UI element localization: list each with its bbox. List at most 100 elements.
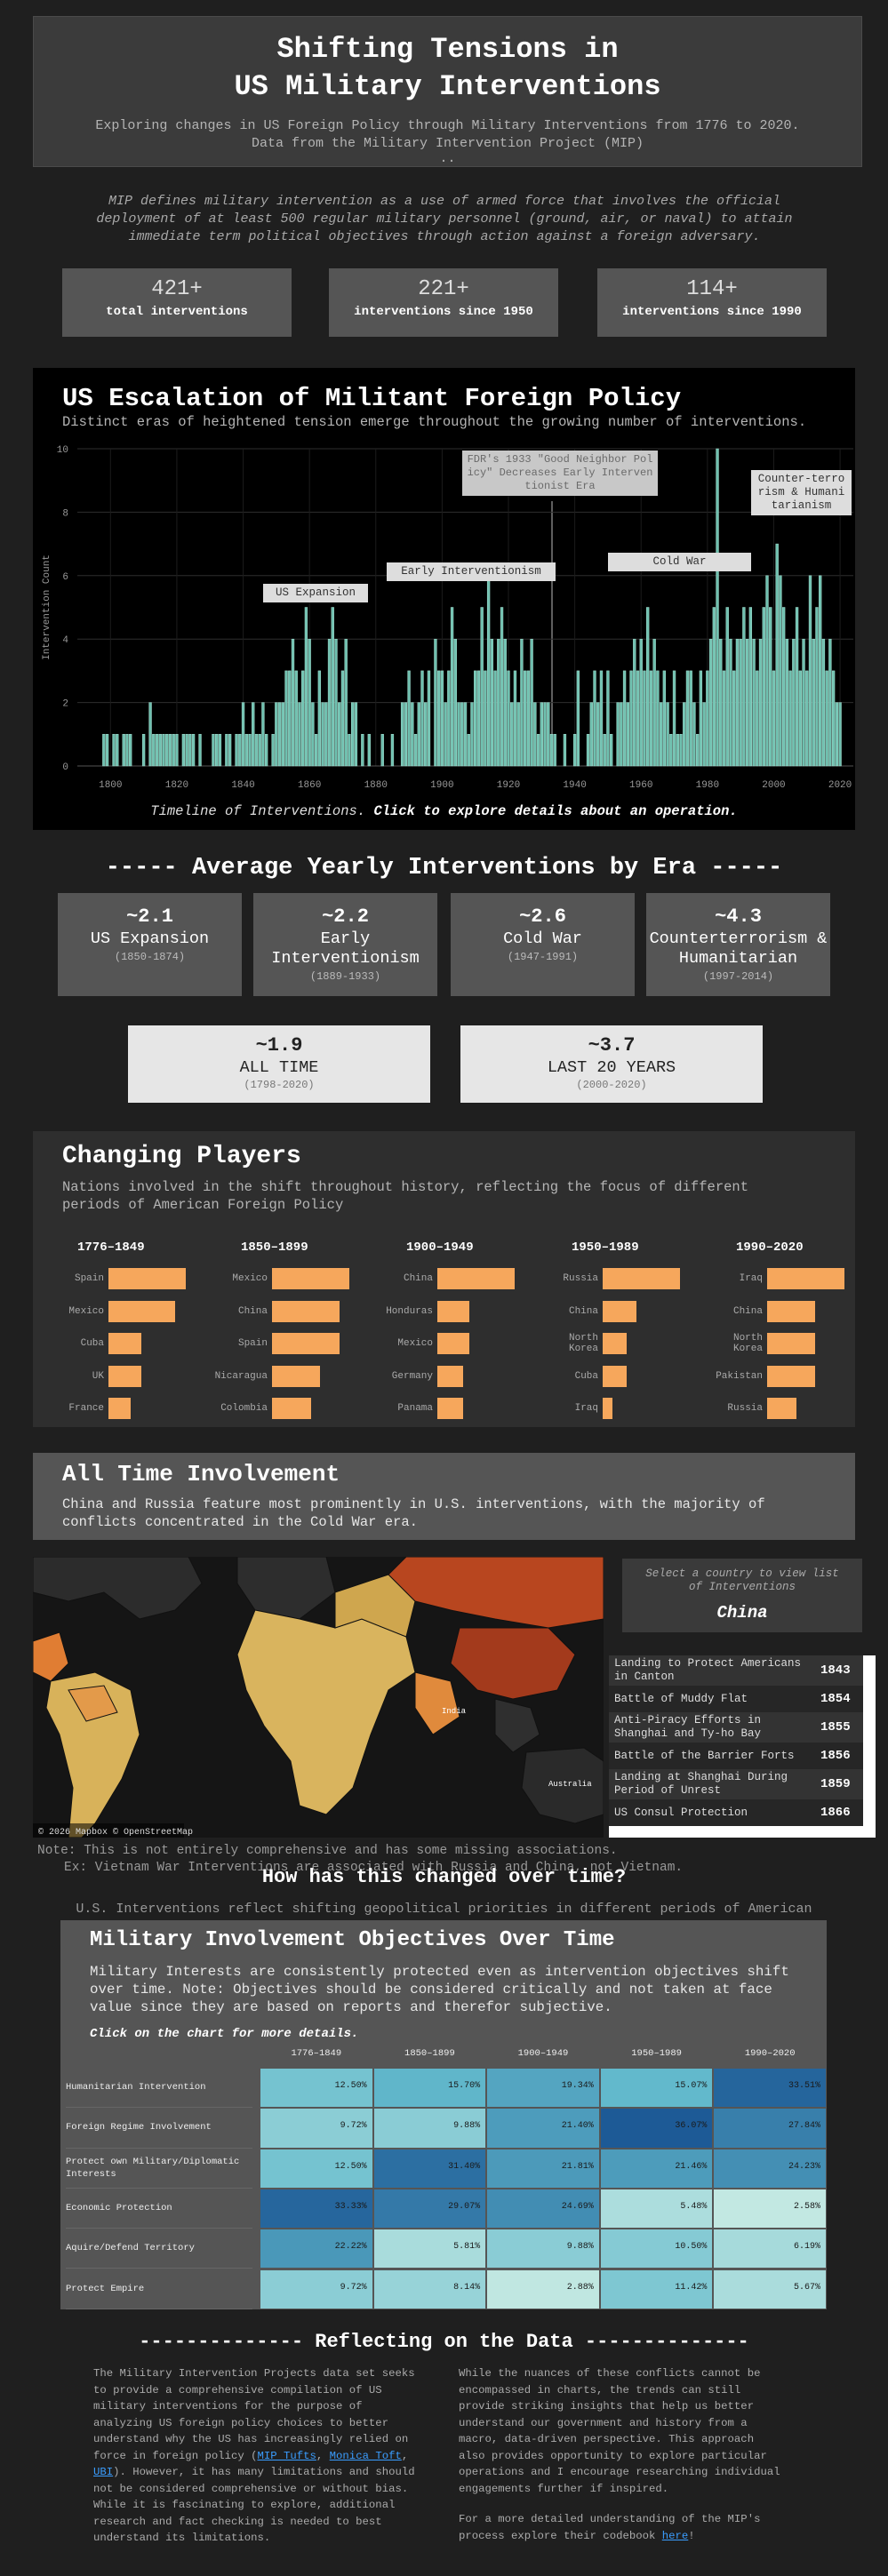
- bar[interactable]: [828, 638, 832, 767]
- bar[interactable]: [549, 734, 554, 767]
- link[interactable]: UBI: [93, 2466, 114, 2478]
- bar[interactable]: [476, 670, 481, 767]
- bar[interactable]: [821, 638, 826, 767]
- bar[interactable]: [652, 638, 656, 767]
- bar[interactable]: [277, 702, 282, 767]
- bar[interactable]: [407, 670, 411, 767]
- bar[interactable]: [788, 670, 792, 767]
- heat-cell[interactable]: 21.46%: [599, 2148, 714, 2189]
- bar[interactable]: [424, 702, 428, 767]
- bar[interactable]: [722, 670, 726, 767]
- bar[interactable]: [185, 734, 188, 767]
- bar[interactable]: [599, 670, 604, 767]
- bar[interactable]: [390, 734, 395, 767]
- bar[interactable]: [361, 734, 364, 767]
- bar[interactable]: [420, 670, 424, 767]
- bar[interactable]: [633, 638, 636, 767]
- bar[interactable]: [152, 734, 156, 767]
- bar[interactable]: [122, 734, 125, 767]
- bar[interactable]: [762, 607, 765, 767]
- link[interactable]: here: [661, 2529, 689, 2542]
- bar[interactable]: [510, 702, 514, 767]
- heat-cell[interactable]: 2.58%: [713, 2188, 827, 2229]
- bar[interactable]: [708, 638, 713, 767]
- bar[interactable]: [812, 638, 815, 767]
- bar[interactable]: [643, 670, 646, 767]
- bar[interactable]: [165, 734, 169, 767]
- bar[interactable]: [463, 702, 468, 767]
- bar[interactable]: [507, 670, 510, 767]
- bar[interactable]: [380, 734, 384, 767]
- bar[interactable]: [254, 734, 259, 767]
- bar[interactable]: [530, 638, 533, 767]
- bar[interactable]: [656, 670, 660, 767]
- bar[interactable]: [756, 670, 759, 767]
- bar[interactable]: [291, 638, 295, 767]
- bar[interactable]: [516, 702, 520, 767]
- link[interactable]: Monica Toft: [329, 2449, 402, 2462]
- heat-cell[interactable]: 33.33%: [260, 2188, 373, 2229]
- bar[interactable]: [158, 734, 162, 767]
- country-select[interactable]: Select a country to view list of Interve…: [622, 1559, 862, 1632]
- heat-cell[interactable]: 9.72%: [260, 2108, 373, 2149]
- bar[interactable]: [317, 670, 322, 767]
- bar[interactable]: [327, 638, 332, 767]
- bar[interactable]: [400, 702, 404, 767]
- bar[interactable]: [520, 638, 524, 767]
- bar[interactable]: [683, 702, 686, 767]
- heat-cell[interactable]: 12.50%: [260, 2068, 373, 2109]
- bar[interactable]: [626, 702, 629, 767]
- bar[interactable]: [706, 670, 709, 767]
- bar[interactable]: [417, 702, 420, 767]
- bar[interactable]: [781, 607, 786, 767]
- bar[interactable]: [672, 670, 676, 767]
- bar[interactable]: [716, 448, 719, 767]
- bar[interactable]: [486, 575, 491, 767]
- bar[interactable]: [805, 670, 809, 767]
- heat-cell[interactable]: 10.50%: [599, 2229, 714, 2269]
- caption-bold[interactable]: Click to explore details about an operat…: [373, 803, 738, 819]
- bar[interactable]: [228, 734, 232, 767]
- heat-cell[interactable]: 21.40%: [486, 2108, 600, 2149]
- bar[interactable]: [589, 702, 593, 767]
- bar[interactable]: [523, 670, 527, 767]
- bar[interactable]: [639, 638, 643, 767]
- bar[interactable]: [162, 734, 165, 767]
- bar[interactable]: [662, 670, 667, 767]
- bar[interactable]: [742, 607, 746, 767]
- bar[interactable]: [474, 670, 477, 767]
- bar[interactable]: [503, 638, 507, 767]
- bar[interactable]: [294, 670, 298, 767]
- bar[interactable]: [808, 575, 812, 767]
- heat-cell[interactable]: 31.40%: [372, 2148, 487, 2189]
- heat-cell[interactable]: 33.51%: [713, 2068, 827, 2109]
- bar[interactable]: [444, 702, 447, 767]
- bar[interactable]: [666, 702, 669, 767]
- bar[interactable]: [404, 702, 408, 767]
- bar[interactable]: [235, 734, 238, 767]
- bar[interactable]: [513, 670, 517, 767]
- bar[interactable]: [785, 638, 789, 767]
- bar[interactable]: [215, 734, 219, 767]
- bar[interactable]: [155, 734, 159, 767]
- bar[interactable]: [659, 702, 663, 767]
- bar[interactable]: [304, 607, 308, 767]
- bar[interactable]: [413, 734, 418, 767]
- bar[interactable]: [350, 702, 355, 767]
- bar[interactable]: [719, 638, 723, 767]
- heat-cell[interactable]: 36.07%: [599, 2108, 714, 2149]
- bar[interactable]: [198, 734, 202, 767]
- bar[interactable]: [712, 607, 716, 767]
- bar[interactable]: [301, 670, 305, 767]
- bar[interactable]: [679, 734, 683, 767]
- bar[interactable]: [825, 670, 828, 767]
- bar[interactable]: [795, 607, 799, 767]
- heat-cell[interactable]: 29.07%: [372, 2188, 487, 2229]
- bar[interactable]: [735, 638, 740, 767]
- bar[interactable]: [248, 734, 252, 767]
- bar[interactable]: [831, 670, 836, 767]
- heat-cell[interactable]: 24.23%: [713, 2148, 827, 2189]
- bar[interactable]: [275, 702, 278, 767]
- bar[interactable]: [779, 575, 782, 767]
- bar[interactable]: [553, 734, 556, 767]
